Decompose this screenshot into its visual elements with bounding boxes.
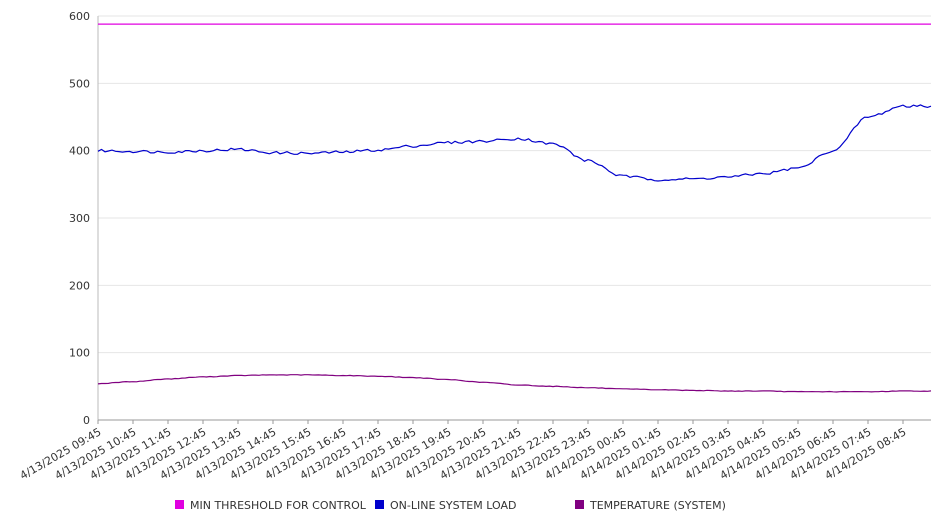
y-tick-label: 100 <box>69 347 90 360</box>
y-tick-label: 300 <box>69 212 90 225</box>
axis-layer <box>97 16 931 424</box>
series-line-2 <box>97 374 932 393</box>
x-tick-labels: 4/13/2025 09:454/13/2025 10:454/13/2025 … <box>18 425 909 482</box>
legend-label: TEMPERATURE (SYSTEM) <box>589 499 726 512</box>
series-layer <box>97 23 932 393</box>
legend-swatch <box>375 500 384 509</box>
legend-label: ON-LINE SYSTEM LOAD <box>390 499 516 512</box>
legend: MIN THRESHOLD FOR CONTROL ON-LINE SYSTEM … <box>175 499 726 512</box>
y-tick-label: 600 <box>69 10 90 23</box>
legend-swatch <box>175 500 184 509</box>
y-tick-label: 400 <box>69 145 90 158</box>
grid-layer <box>98 15 931 421</box>
y-tick-label: 0 <box>83 414 90 427</box>
y-tick-labels: 0 100 200 300 400 500 600 <box>69 10 90 427</box>
y-tick-label: 200 <box>69 279 90 292</box>
legend-label: MIN THRESHOLD FOR CONTROL <box>190 499 367 512</box>
legend-swatch <box>575 500 584 509</box>
y-tick-label: 500 <box>69 77 90 90</box>
series-line-1 <box>97 104 932 182</box>
